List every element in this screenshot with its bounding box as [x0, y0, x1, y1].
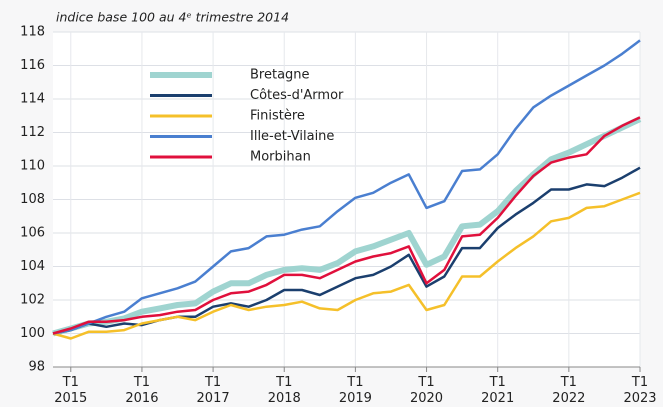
y-tick-label: 98	[28, 360, 45, 375]
y-tick-label: 116	[20, 58, 45, 73]
chart-title: indice base 100 au 4ᵉ trimestre 2014	[56, 10, 289, 25]
legend-label: Ille-et-Vilaine	[250, 129, 334, 144]
y-tick-label: 102	[20, 293, 45, 308]
y-tick-label: 118	[20, 25, 45, 40]
y-tick-label: 106	[20, 226, 45, 241]
x-tick-label: T1 2020	[409, 375, 444, 406]
y-tick-label: 100	[20, 326, 45, 341]
y-tick-label: 110	[20, 159, 45, 174]
line-series	[52, 39, 641, 335]
line-series	[52, 116, 642, 337]
x-tick-label: T1 2021	[481, 375, 515, 406]
legend-label: Morbihan	[250, 150, 311, 165]
x-tick-label: T1 2015	[54, 375, 88, 406]
legend-label: Bretagne	[250, 68, 310, 83]
x-tick-label: T1 2018	[267, 375, 301, 406]
legend-label: Finistère	[250, 109, 305, 124]
x-tick-label: T1 2023	[623, 375, 657, 406]
x-tick-label: T1 2019	[338, 375, 372, 406]
line-series	[52, 191, 641, 340]
y-tick-label: 108	[20, 192, 45, 207]
line-series	[52, 116, 641, 335]
x-tick-label: T1 2022	[552, 375, 586, 406]
y-tick-label: 112	[20, 125, 45, 140]
y-tick-label: 114	[20, 92, 45, 107]
legend-label: Côtes-d'Armor	[250, 88, 344, 103]
x-tick-label: T1 2016	[125, 375, 159, 406]
x-tick-label: T1 2017	[196, 375, 230, 406]
y-tick-label: 104	[20, 259, 45, 274]
